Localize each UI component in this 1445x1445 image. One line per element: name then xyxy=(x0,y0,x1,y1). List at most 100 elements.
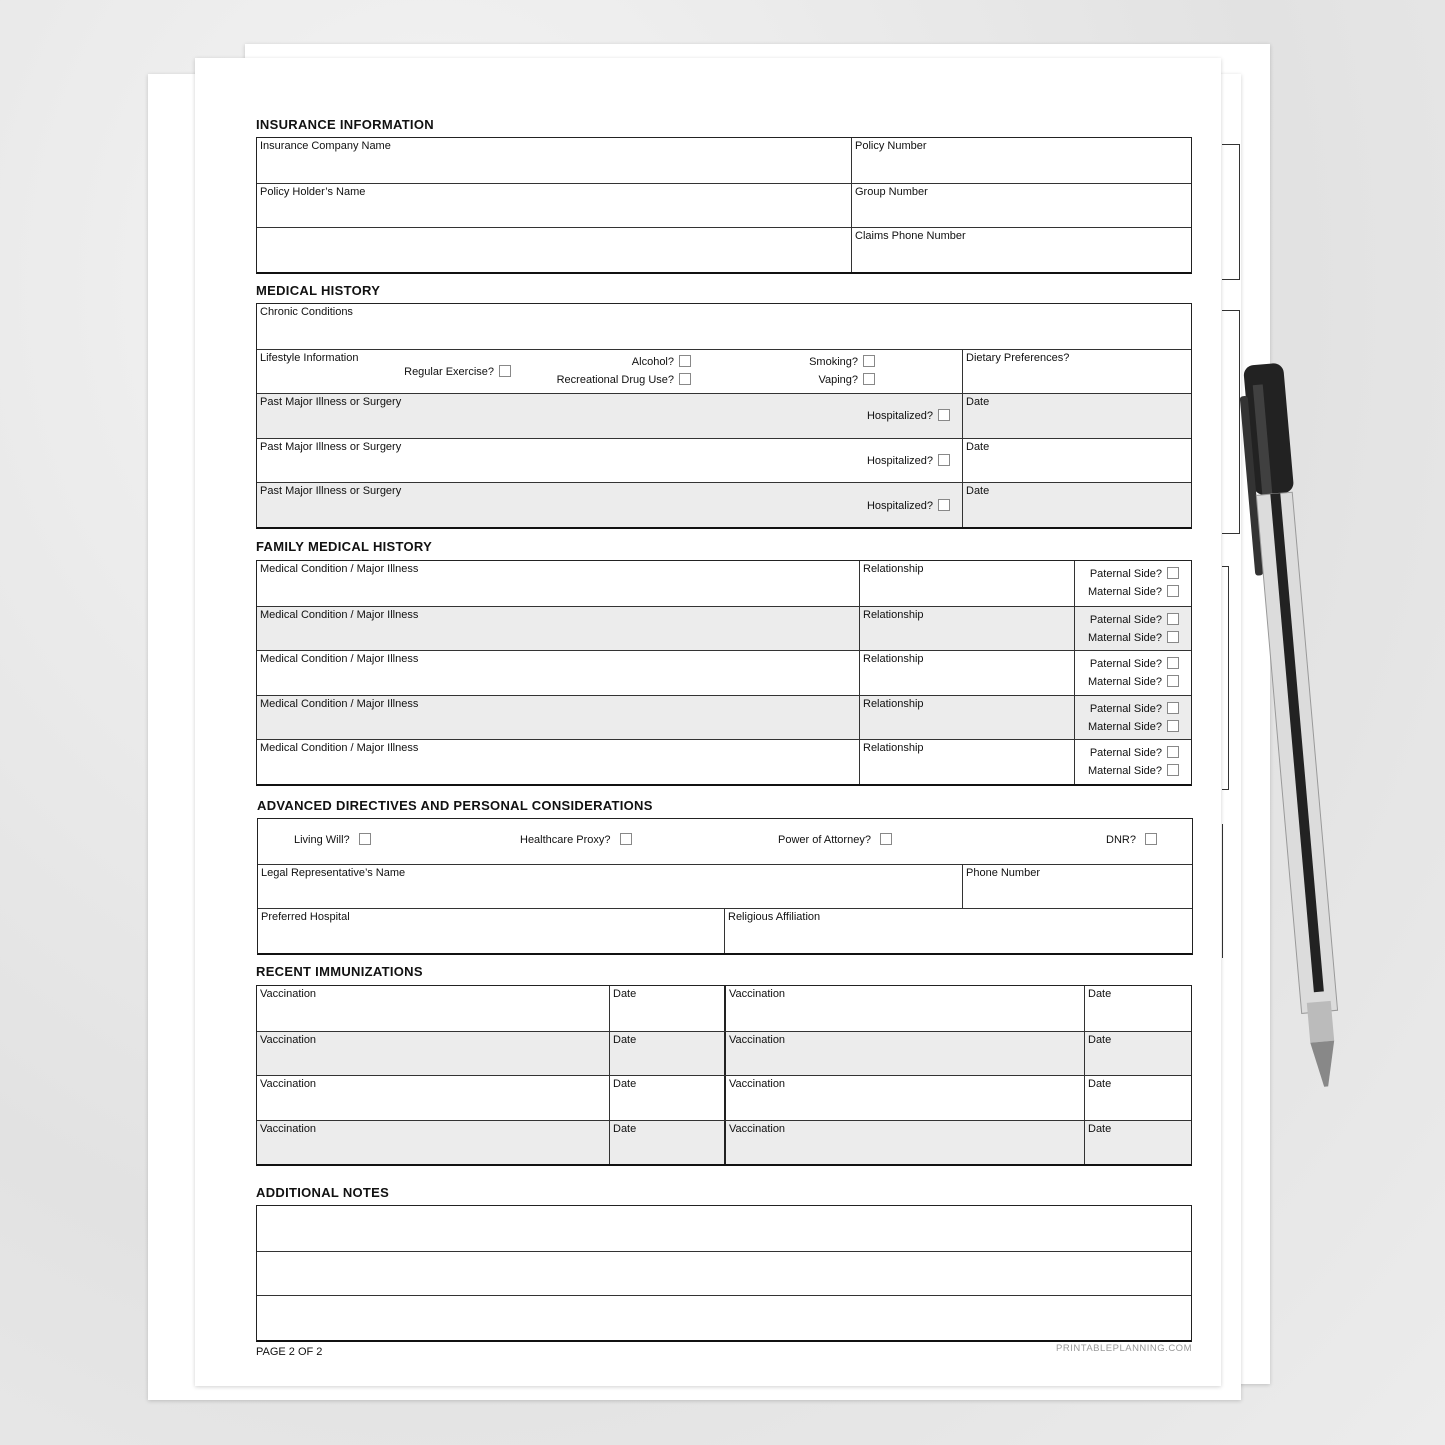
checkbox-icon[interactable] xyxy=(863,354,875,367)
vaccination-date-field[interactable]: Date xyxy=(1084,1120,1191,1164)
dnr-checkbox[interactable]: DNR? xyxy=(1106,833,1157,846)
checkbox-icon[interactable] xyxy=(499,364,511,377)
checkbox-icon[interactable] xyxy=(1167,719,1179,732)
hospitalized-checkbox[interactable]: Hospitalized? xyxy=(867,409,950,422)
relationship-field[interactable]: Relationship xyxy=(859,606,1074,650)
relationship-field[interactable]: Relationship xyxy=(859,695,1074,739)
checkbox-icon[interactable] xyxy=(679,372,691,385)
lifestyle-cell: Lifestyle Information Regular Exercise? … xyxy=(257,350,962,394)
vaccination-field[interactable]: Vaccination xyxy=(724,986,1084,1031)
vaccination-field[interactable]: Vaccination xyxy=(724,1031,1084,1075)
dietary-preferences-field[interactable]: Dietary Preferences? xyxy=(962,349,1191,393)
checkbox-icon[interactable] xyxy=(1167,567,1179,579)
illness-date-field[interactable]: Date xyxy=(962,438,1191,482)
condition-field[interactable]: Medical Condition / Major Illness xyxy=(260,563,419,575)
chronic-conditions-field[interactable]: Chronic Conditions xyxy=(260,306,353,318)
checkbox-icon[interactable] xyxy=(1167,630,1179,643)
notes-line[interactable] xyxy=(257,1252,1191,1296)
checkbox-icon[interactable] xyxy=(679,354,691,367)
page-number: PAGE 2 OF 2 xyxy=(256,1346,323,1358)
checkbox-icon[interactable] xyxy=(1167,701,1179,714)
policy-holder-field[interactable]: Policy Holder’s Name xyxy=(260,185,366,198)
vaccination-field[interactable]: Vaccination xyxy=(260,988,317,1000)
checkbox-icon[interactable] xyxy=(1167,675,1179,687)
checkbox-icon[interactable] xyxy=(1167,585,1179,597)
notes-line[interactable] xyxy=(257,1206,1191,1251)
relationship-field[interactable]: Relationship xyxy=(859,561,1074,606)
maternal-checkbox[interactable]: Maternal Side? xyxy=(1088,719,1179,733)
vaccination-date-field[interactable]: Date xyxy=(609,1076,724,1120)
immunization-row: Vaccination Date Vaccination Date xyxy=(257,986,1191,1031)
alcohol-checkbox[interactable]: Alcohol? xyxy=(631,354,691,368)
relationship-field[interactable]: Relationship xyxy=(859,651,1074,695)
checkbox-icon[interactable] xyxy=(358,833,371,845)
legal-representative-field[interactable]: Legal Representative’s Name xyxy=(261,866,406,879)
healthcare-proxy-checkbox[interactable]: Healthcare Proxy? xyxy=(520,833,632,846)
smoking-checkbox[interactable]: Smoking? xyxy=(809,354,875,368)
family-row: Medical Condition / Major Illness Relati… xyxy=(257,561,1191,606)
vaccination-field[interactable]: Vaccination xyxy=(260,1122,317,1135)
checkbox-icon[interactable] xyxy=(938,499,950,511)
illness-date-field[interactable]: Date xyxy=(962,394,1191,438)
vaccination-date-field[interactable]: Date xyxy=(1084,986,1191,1031)
maternal-checkbox[interactable]: Maternal Side? xyxy=(1088,764,1179,777)
drug-use-checkbox[interactable]: Recreational Drug Use? xyxy=(557,372,691,386)
hospitalized-checkbox[interactable]: Hospitalized? xyxy=(867,499,950,512)
power-of-attorney-checkbox[interactable]: Power of Attorney? xyxy=(778,833,892,846)
family-history-table: Medical Condition / Major Illness Relati… xyxy=(256,560,1192,786)
checkbox-icon[interactable] xyxy=(1167,612,1179,625)
illness-field[interactable]: Past Major Illness or Surgery Hospitalize… xyxy=(257,394,962,438)
vaccination-field[interactable]: Vaccination xyxy=(724,1076,1084,1120)
relationship-field[interactable]: Relationship xyxy=(859,740,1074,784)
living-will-checkbox[interactable]: Living Will? xyxy=(294,833,371,846)
vaccination-date-field[interactable]: Date xyxy=(1084,1076,1191,1120)
alcohol-label: Alcohol? xyxy=(631,355,674,368)
paternal-checkbox[interactable]: Paternal Side? xyxy=(1090,657,1179,670)
illness-field[interactable]: Past Major Illness or Surgery Hospitalize… xyxy=(257,439,962,483)
paternal-checkbox[interactable]: Paternal Side? xyxy=(1090,612,1179,626)
insurance-company-field[interactable]: Insurance Company Name xyxy=(260,140,391,152)
blank-field[interactable] xyxy=(257,228,851,272)
vaccination-date-field[interactable]: Date xyxy=(609,986,724,1031)
exercise-checkbox[interactable]: Regular Exercise? xyxy=(404,364,511,378)
maternal-checkbox[interactable]: Maternal Side? xyxy=(1088,675,1179,688)
maternal-checkbox[interactable]: Maternal Side? xyxy=(1088,630,1179,644)
hospitalized-checkbox[interactable]: Hospitalized? xyxy=(867,453,950,467)
phone-number-field[interactable]: Phone Number xyxy=(962,864,1192,908)
preferred-hospital-field[interactable]: Preferred Hospital xyxy=(261,911,350,923)
condition-field[interactable]: Medical Condition / Major Illness xyxy=(260,742,419,754)
notes-line[interactable] xyxy=(257,1296,1191,1340)
checkbox-icon[interactable] xyxy=(879,833,892,845)
checkbox-icon[interactable] xyxy=(938,409,950,421)
vaccination-field[interactable]: Vaccination xyxy=(260,1033,317,1046)
claims-phone-field[interactable]: Claims Phone Number xyxy=(851,228,1191,272)
checkbox-icon[interactable] xyxy=(1144,833,1157,845)
condition-field[interactable]: Medical Condition / Major Illness xyxy=(260,653,419,665)
paternal-checkbox[interactable]: Paternal Side? xyxy=(1090,567,1179,580)
checkbox-icon[interactable] xyxy=(619,833,632,845)
checkbox-icon[interactable] xyxy=(1167,746,1179,758)
religious-affiliation-field[interactable]: Religious Affiliation xyxy=(724,909,1192,953)
paternal-checkbox[interactable]: Paternal Side? xyxy=(1090,746,1179,759)
vaccination-date-field[interactable]: Date xyxy=(609,1120,724,1164)
vaccination-field[interactable]: Vaccination xyxy=(724,1120,1084,1164)
vaccination-date-field[interactable]: Date xyxy=(1084,1031,1191,1075)
group-number-field[interactable]: Group Number xyxy=(851,183,1191,227)
policy-number-field[interactable]: Policy Number xyxy=(851,138,1191,183)
maternal-checkbox[interactable]: Maternal Side? xyxy=(1088,585,1179,598)
condition-field[interactable]: Medical Condition / Major Illness xyxy=(260,697,419,710)
vaping-checkbox[interactable]: Vaping? xyxy=(818,372,875,386)
condition-field[interactable]: Medical Condition / Major Illness xyxy=(260,608,419,621)
illness-field[interactable]: Past Major Illness or Surgery Hospitalize… xyxy=(257,483,962,527)
section-heading-medical: MEDICAL HISTORY xyxy=(256,283,381,298)
under-sheet-form-lines xyxy=(1222,144,1240,280)
vaccination-date-field[interactable]: Date xyxy=(609,1031,724,1075)
vaccination-field[interactable]: Vaccination xyxy=(260,1078,317,1090)
checkbox-icon[interactable] xyxy=(863,372,875,385)
paternal-checkbox[interactable]: Paternal Side? xyxy=(1090,701,1179,715)
maternal-label: Maternal Side? xyxy=(1088,631,1162,644)
illness-date-field[interactable]: Date xyxy=(962,483,1191,527)
checkbox-icon[interactable] xyxy=(1167,764,1179,776)
checkbox-icon[interactable] xyxy=(938,453,950,466)
checkbox-icon[interactable] xyxy=(1167,657,1179,669)
